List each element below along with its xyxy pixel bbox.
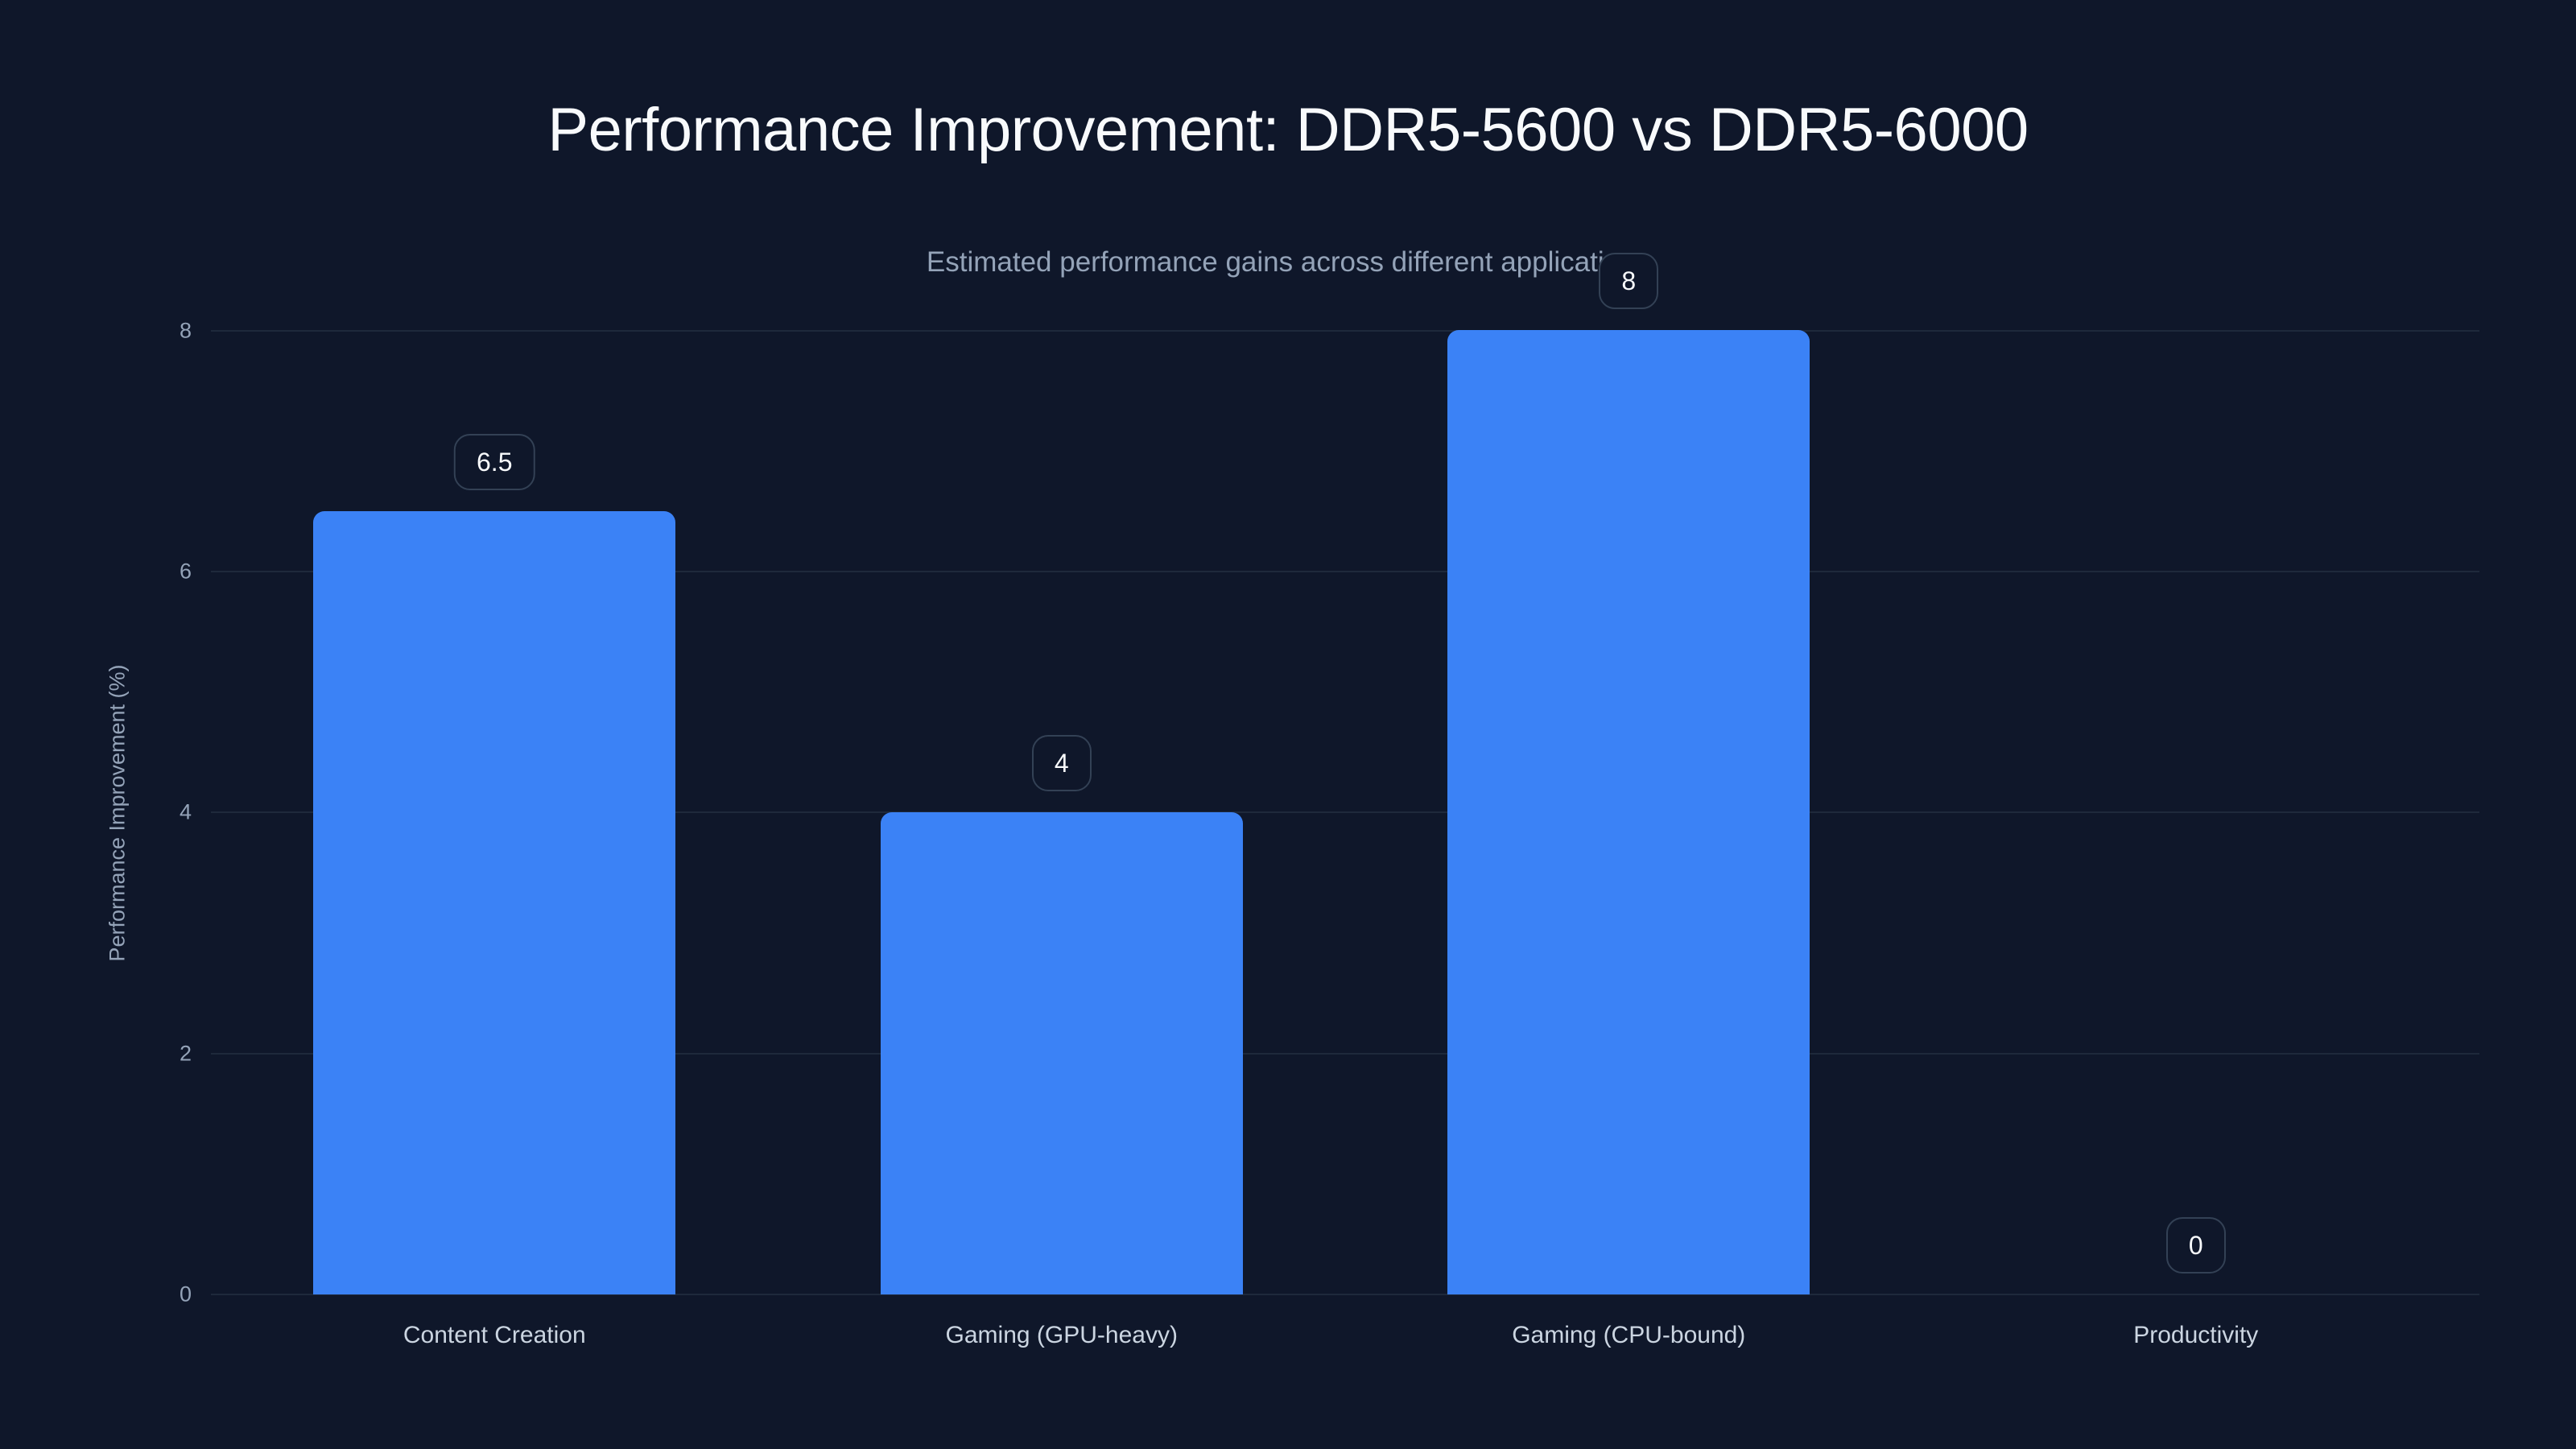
value-label: 4 xyxy=(1031,735,1092,791)
gridline-8 xyxy=(211,330,2479,332)
chart-title: Performance Improvement: DDR5-5600 vs DD… xyxy=(547,96,2029,164)
gridline-6 xyxy=(211,571,2479,572)
gridline-2 xyxy=(211,1053,2479,1055)
value-label: 0 xyxy=(2165,1217,2226,1274)
x-tick-label: Content Creation xyxy=(402,1322,586,1348)
x-tick-label: Gaming (CPU-bound) xyxy=(1512,1322,1746,1348)
x-tick-label: Productivity xyxy=(2133,1322,2259,1348)
chart-subtitle: Estimated performance gains across diffe… xyxy=(926,246,1650,278)
x-tick-label: Gaming (GPU-heavy) xyxy=(945,1322,1178,1348)
y-tick-2: 2 xyxy=(179,1041,192,1066)
y-tick-6: 6 xyxy=(179,559,192,584)
baseline xyxy=(211,1294,2479,1295)
bar[interactable] xyxy=(880,812,1243,1294)
value-label: 6.5 xyxy=(454,433,535,490)
bar[interactable] xyxy=(1447,330,1810,1294)
plot-area: 8 6 4 2 0 6.5 4 8 0 Content Creation Gam… xyxy=(180,253,2479,1348)
value-label: 8 xyxy=(1599,253,1659,309)
y-tick-8: 8 xyxy=(179,318,192,343)
y-tick-4: 4 xyxy=(179,799,192,824)
gridline-4 xyxy=(211,811,2479,813)
y-tick-0: 0 xyxy=(179,1282,192,1307)
bar[interactable] xyxy=(313,510,676,1294)
y-axis-label: Performance Improvement (%) xyxy=(105,664,130,962)
